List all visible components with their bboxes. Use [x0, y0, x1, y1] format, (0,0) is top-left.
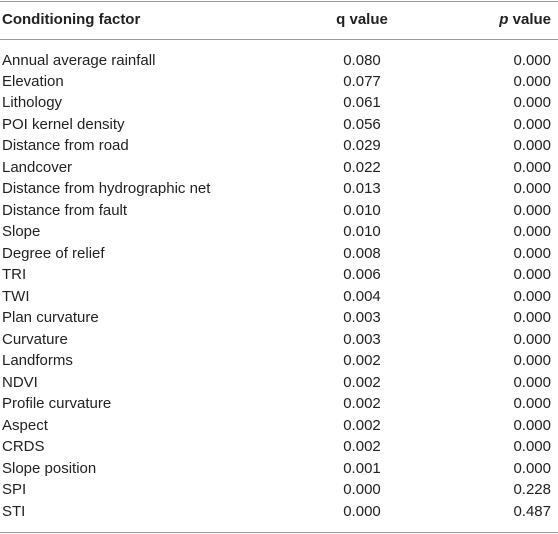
- q-value-cell: 0.002: [343, 373, 381, 391]
- p-value-cell: 0.000: [513, 266, 551, 284]
- p-value-cell: 0.000: [513, 459, 551, 477]
- factor-cell: CRDS: [2, 438, 45, 456]
- p-value-cell: 0.000: [513, 309, 551, 327]
- factor-cell: Distance from hydrographic net: [2, 180, 211, 198]
- p-value-cell: 0.000: [513, 158, 551, 176]
- q-value-cell: 0.010: [343, 201, 381, 219]
- factor-cell: Elevation: [2, 72, 64, 90]
- p-value-cell: 0.000: [513, 287, 551, 305]
- factor-cell: POI kernel density: [2, 115, 125, 133]
- p-value-cell: 0.000: [513, 223, 551, 241]
- q-value-cell: 0.004: [343, 287, 381, 305]
- factor-cell: TRI: [2, 266, 27, 284]
- factor-cell: NDVI: [2, 373, 38, 391]
- q-value-cell: 0.077: [343, 72, 381, 90]
- factor-cell: Annual average rainfall: [2, 51, 156, 69]
- q-value-cell: 0.002: [343, 395, 381, 413]
- top-rule: [0, 1, 558, 2]
- p-value-cell: 0.000: [513, 244, 551, 262]
- p-value-cell: 0.000: [513, 51, 551, 69]
- q-value-cell: 0.029: [343, 137, 381, 155]
- factor-cell: Aspect: [2, 416, 48, 434]
- p-value-cell: 0.000: [513, 180, 551, 198]
- p-value-cell: 0.000: [513, 373, 551, 391]
- q-value-cell: 0.000: [343, 481, 381, 499]
- factor-cell: Landforms: [2, 352, 73, 370]
- q-value-cell: 0.002: [343, 416, 381, 434]
- q-value-cell: 0.080: [343, 51, 381, 69]
- p-value-cell: 0.000: [513, 438, 551, 456]
- header-rule: [0, 39, 558, 40]
- q-value-cell: 0.056: [343, 115, 381, 133]
- p-value-cell: 0.000: [513, 72, 551, 90]
- q-value-cell: 0.008: [343, 244, 381, 262]
- p-value-cell: 0.000: [513, 416, 551, 434]
- p-value-cell: 0.000: [513, 352, 551, 370]
- q-value-cell: 0.022: [343, 158, 381, 176]
- q-value-cell: 0.002: [343, 438, 381, 456]
- factor-cell: TWI: [2, 287, 30, 305]
- factor-cell: Lithology: [2, 94, 63, 112]
- p-value-cell: 0.000: [513, 395, 551, 413]
- factor-cell: Plan curvature: [2, 309, 99, 327]
- q-value-cell: 0.061: [343, 94, 381, 112]
- factor-cell: Degree of relief: [2, 244, 105, 262]
- q-value-cell: 0.002: [343, 352, 381, 370]
- q-value-cell: 0.001: [343, 459, 381, 477]
- p-value-cell: 0.487: [513, 502, 551, 520]
- q-value-cell: 0.006: [343, 266, 381, 284]
- factor-cell: Distance from road: [2, 137, 129, 155]
- factor-cell: Slope position: [2, 459, 97, 477]
- factor-cell: Distance from fault: [2, 201, 128, 219]
- q-value-cell: 0.000: [343, 502, 381, 520]
- factor-cell: Curvature: [2, 330, 68, 348]
- p-value-cell: 0.000: [513, 201, 551, 219]
- q-value-cell: 0.010: [343, 223, 381, 241]
- p-value-cell: 0.000: [513, 94, 551, 112]
- factor-cell: Landcover: [2, 158, 73, 176]
- factor-cell: STI: [2, 502, 26, 520]
- p-value-cell: 0.000: [513, 137, 551, 155]
- header-cell: p value: [499, 11, 551, 28]
- factor-cell: Profile curvature: [2, 395, 112, 413]
- q-value-cell: 0.013: [343, 180, 381, 198]
- p-value-cell: 0.000: [513, 115, 551, 133]
- q-value-cell: 0.003: [343, 330, 381, 348]
- p-value-cell: 0.000: [513, 330, 551, 348]
- bottom-rule: [0, 532, 558, 533]
- header-cell: Conditioning factor: [2, 11, 141, 28]
- header-cell: q value: [336, 11, 388, 28]
- q-value-cell: 0.003: [343, 309, 381, 327]
- p-value-cell: 0.228: [513, 481, 551, 499]
- factor-cell: SPI: [2, 481, 27, 499]
- factor-cell: Slope: [2, 223, 41, 241]
